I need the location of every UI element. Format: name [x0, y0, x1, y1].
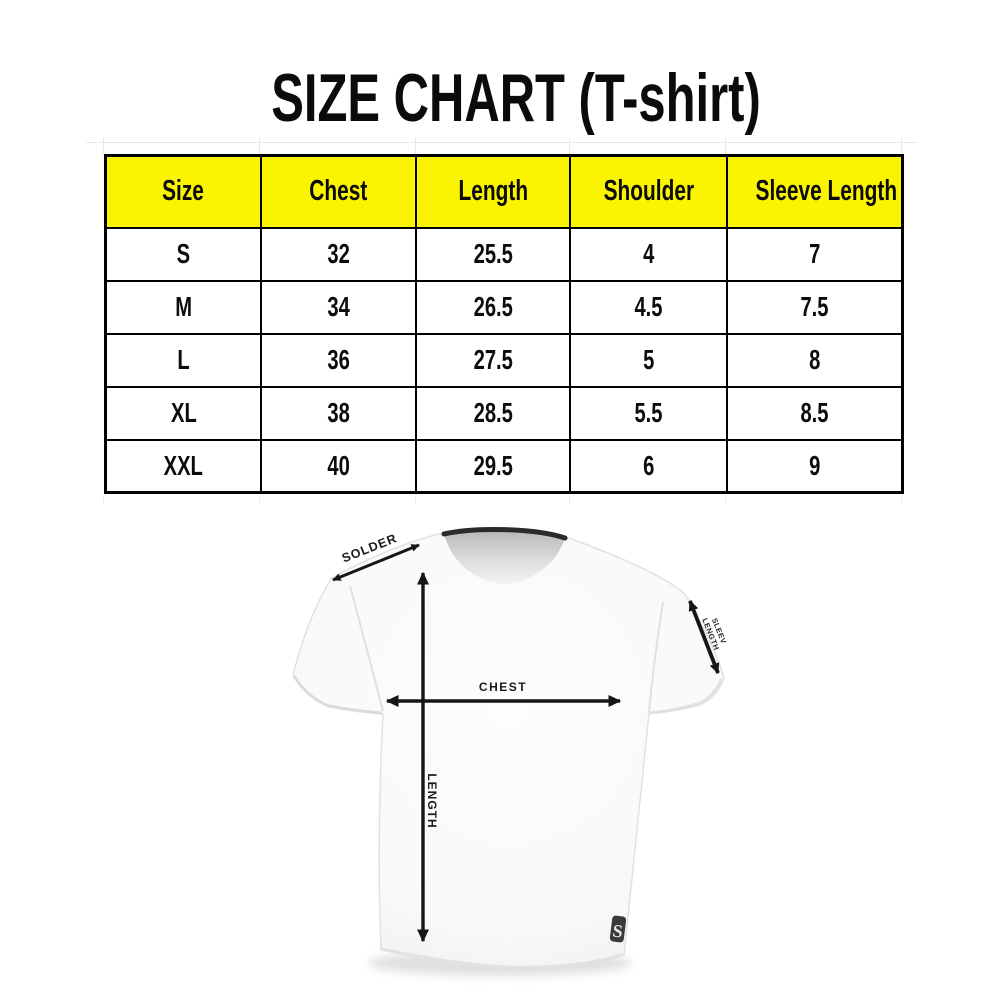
- shoulder-cell: 6: [569, 438, 729, 494]
- left-sleeve-seam: [349, 585, 384, 712]
- shoulder-cell: 5: [569, 332, 729, 388]
- column-header-shoulder: Shoulder: [569, 154, 729, 229]
- chest-label: CHEST: [479, 680, 527, 694]
- cell-value: 5.5: [634, 397, 663, 428]
- length-cell: 27.5: [415, 332, 572, 388]
- cell-value: 38: [327, 397, 350, 428]
- hem-shadow: [381, 947, 623, 969]
- shoulder-cell: 5.5: [569, 385, 729, 441]
- left-sleeve-shadow: [292, 675, 383, 715]
- header-label: Sleeve Length: [755, 175, 898, 208]
- gridline-artifact: [103, 138, 104, 154]
- gridline-artifact: [259, 497, 260, 504]
- shoulder-cell: 4: [569, 226, 729, 282]
- size-cell: XXL: [104, 438, 262, 494]
- length-cell: 25.5: [415, 226, 572, 282]
- table-row-xxl: XXL 40 29.5 6 9: [104, 438, 904, 494]
- cell-value: 6: [643, 449, 655, 481]
- gridline-artifact: [415, 138, 416, 154]
- gridline-artifact: [259, 138, 260, 154]
- brand-logo-letter: S: [612, 920, 624, 941]
- header-row: Size Chest Length Shoulder Sleeve Length: [104, 154, 904, 229]
- column-header-size: Size: [104, 154, 262, 229]
- shoulder-arrow: [332, 543, 420, 582]
- cell-value: 36: [327, 344, 350, 375]
- chest-cell: 32: [259, 226, 418, 282]
- chest-cell: 36: [259, 332, 418, 388]
- table-row-s: S 32 25.5 4 7: [104, 226, 904, 282]
- gridline-artifact: [86, 142, 918, 143]
- length-cell: 26.5: [415, 279, 572, 335]
- cell-value: XXL: [163, 449, 204, 481]
- header-label: Size: [162, 175, 205, 208]
- cell-value: 26.5: [473, 291, 513, 322]
- size-table: Size Chest Length Shoulder Sleeve Length…: [104, 154, 904, 494]
- gridline-artifact: [569, 497, 570, 504]
- cell-value: 27.5: [473, 344, 513, 375]
- brand-logo: S: [609, 915, 627, 943]
- cell-value: 4: [643, 238, 655, 269]
- header-label: Chest: [309, 175, 368, 208]
- gridline-artifact: [725, 138, 726, 154]
- header-label: Shoulder: [603, 175, 694, 208]
- cell-value: 8.5: [800, 397, 829, 428]
- gridline-artifact: [901, 138, 902, 154]
- sleeve-cell: 9: [726, 438, 904, 494]
- header-label: Length: [458, 175, 529, 208]
- gridline-artifact: [569, 138, 570, 154]
- sleeve-cell: 8: [726, 332, 904, 388]
- chest-cell: 38: [259, 385, 418, 441]
- cell-value: 28.5: [473, 397, 513, 428]
- table-row-l: L 36 27.5 5 8: [104, 332, 904, 388]
- cell-value: S: [176, 238, 191, 269]
- gridline-artifact: [901, 497, 902, 504]
- collar-band: [441, 526, 568, 541]
- cell-value: 29.5: [473, 449, 513, 481]
- chest-cell: 34: [259, 279, 418, 335]
- tshirt-body: [292, 528, 725, 970]
- cell-value: 8: [808, 344, 821, 375]
- size-cell: M: [104, 279, 262, 335]
- cell-value: 34: [327, 291, 350, 322]
- gridline-artifact: [103, 497, 104, 504]
- cell-value: 32: [327, 238, 350, 269]
- cell-value: 5: [643, 344, 655, 375]
- table-row-m: M 34 26.5 4.5 7.5: [104, 279, 904, 335]
- page-title-text: SIZE CHART (T-shirt): [271, 60, 761, 136]
- page-title: SIZE CHART (T-shirt): [16, 64, 1000, 132]
- size-cell: XL: [104, 385, 262, 441]
- gridline-artifact: [415, 497, 416, 504]
- length-label: LENGTH: [425, 773, 439, 828]
- sleeve-cell: 8.5: [726, 385, 904, 441]
- cell-value: 25.5: [473, 238, 513, 269]
- cell-value: 7: [808, 238, 821, 269]
- neck-opening: [444, 530, 565, 585]
- column-header-length: Length: [415, 154, 572, 229]
- right-sleeve-seam: [648, 601, 664, 713]
- length-cell: 29.5: [415, 438, 572, 494]
- cell-value: 40: [327, 449, 350, 481]
- right-sleeve-shadow: [649, 678, 724, 715]
- column-header-sleeve-length: Sleeve Length: [726, 154, 904, 229]
- sleeve-cell: 7: [726, 226, 904, 282]
- size-cell: S: [104, 226, 262, 282]
- sleeve-length-arrow: [688, 600, 720, 674]
- cell-value: 9: [808, 449, 821, 481]
- size-cell: L: [104, 332, 262, 388]
- cell-value: L: [177, 344, 190, 375]
- sleeve-cell: 7.5: [726, 279, 904, 335]
- shoulder-cell: 4.5: [569, 279, 729, 335]
- chest-cell: 40: [259, 438, 418, 494]
- cell-value: 4.5: [634, 291, 663, 322]
- cell-value: XL: [170, 397, 197, 428]
- cell-value: M: [175, 291, 192, 322]
- column-header-chest: Chest: [259, 154, 418, 229]
- table-row-xl: XL 38 28.5 5.5 8.5: [104, 385, 904, 441]
- gridline-artifact: [725, 497, 726, 504]
- length-cell: 28.5: [415, 385, 572, 441]
- cell-value: 7.5: [800, 291, 829, 322]
